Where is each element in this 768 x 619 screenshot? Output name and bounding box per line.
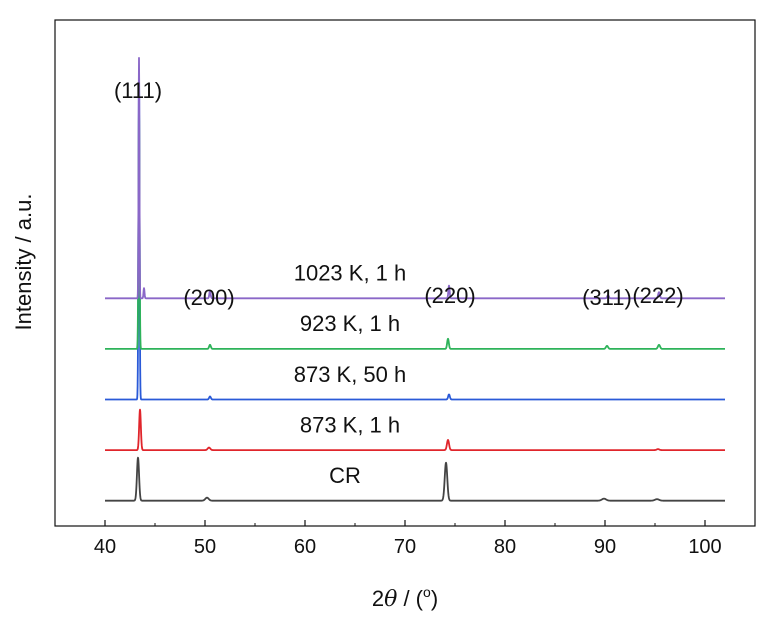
x-tick-label: 90 xyxy=(594,536,616,558)
series-line-4 xyxy=(104,105,726,350)
series-layer xyxy=(104,57,726,502)
x-tick-label: 40 xyxy=(94,536,116,558)
peak-label: (311) xyxy=(582,285,632,310)
x-axis-label-part-1: 2 xyxy=(372,586,384,611)
x-axis-ticks: 40 50 60 70 80 90 100 xyxy=(54,520,756,558)
series-label: 873 K, 1 h xyxy=(300,412,400,437)
peak-labels: (111) (200) (220) (311) (222) xyxy=(114,78,684,310)
y-axis-label: Intensity / a.u. xyxy=(11,194,36,331)
x-tick-label: 100 xyxy=(688,536,721,558)
x-tick-label: 70 xyxy=(394,536,416,558)
series-label: 1023 K, 1 h xyxy=(294,261,407,286)
x-axis-label-part-3: / ( xyxy=(397,586,423,611)
x-tick-label: 50 xyxy=(194,536,216,558)
series-labels: CR 873 K, 1 h 873 K, 50 h 923 K, 1 h 1023 K,… xyxy=(294,261,407,488)
peak-label: (222) xyxy=(632,283,683,308)
series-line-2 xyxy=(104,408,726,452)
peak-label: (200) xyxy=(183,285,234,310)
series-label: 873 K, 50 h xyxy=(294,362,407,387)
x-axis-label: 2θ / (o) xyxy=(372,584,438,612)
series-label: CR xyxy=(329,463,361,488)
x-tick-label: 60 xyxy=(294,536,316,558)
series-label: 923 K, 1 h xyxy=(300,311,400,336)
x-axis-label-part-5: ) xyxy=(431,586,438,611)
series-line-1 xyxy=(104,456,726,502)
peak-label: (111) xyxy=(114,78,162,103)
series-line-3 xyxy=(104,74,726,401)
peak-label: (220) xyxy=(424,283,475,308)
x-axis-label-theta: θ xyxy=(384,587,397,612)
x-tick-label: 80 xyxy=(494,536,516,558)
x-axis-label-degree: o xyxy=(423,584,431,600)
series-line-5 xyxy=(104,57,726,300)
